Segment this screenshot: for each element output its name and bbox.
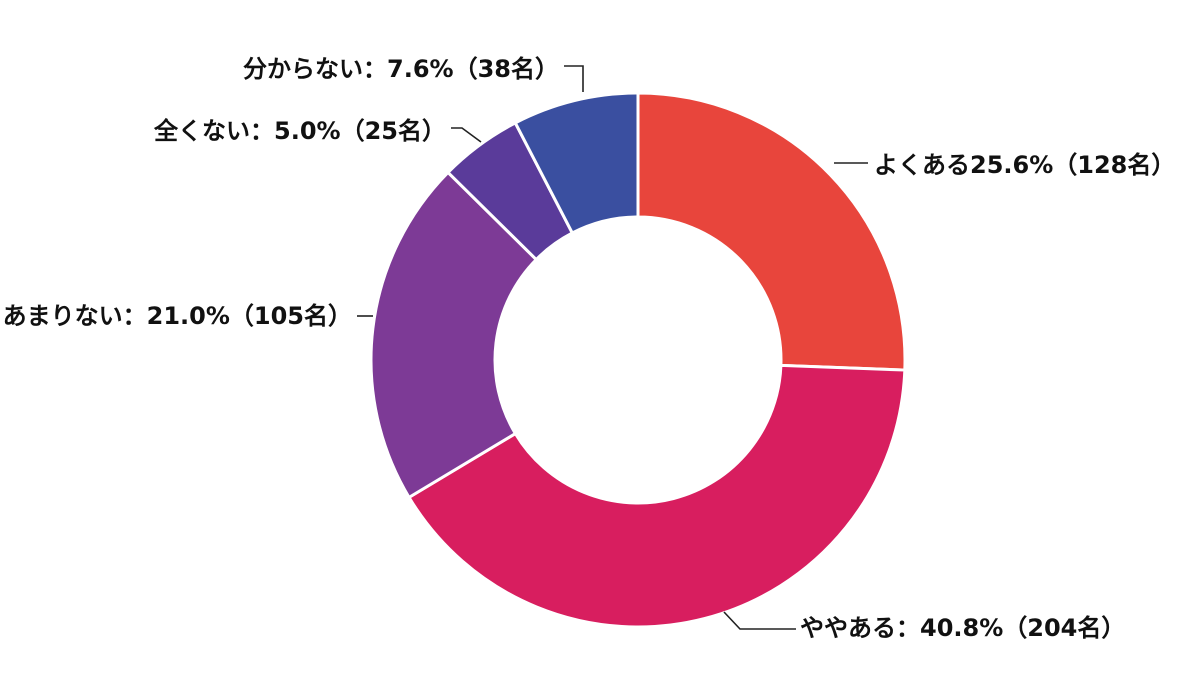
donut-slices (369, 91, 907, 629)
label-amari-nai: あまりない：21.0%（105名） (3, 302, 352, 330)
label-mattaku-nai: 全くない：5.0%（25名） (153, 117, 446, 145)
leader-line-4 (451, 127, 482, 143)
label-yaya-aru: ややある：40.8%（204名） (800, 614, 1125, 642)
label-wakaranai: 分からない：7.6%（38名） (243, 55, 559, 83)
slice-yoku-aru (636, 91, 907, 372)
slice-labels: よくある25.6%（128名） ややある：40.8%（204名） あまりない：2… (3, 55, 1176, 642)
slice-wakaranai (513, 91, 640, 236)
leader-line-2 (723, 611, 796, 630)
leader-lines (357, 65, 868, 630)
slice-yaya-aru (406, 363, 907, 629)
slice-amari-nai (369, 170, 539, 500)
leader-line-5 (564, 65, 584, 92)
label-yoku-aru: よくある25.6%（128名） (874, 151, 1175, 179)
